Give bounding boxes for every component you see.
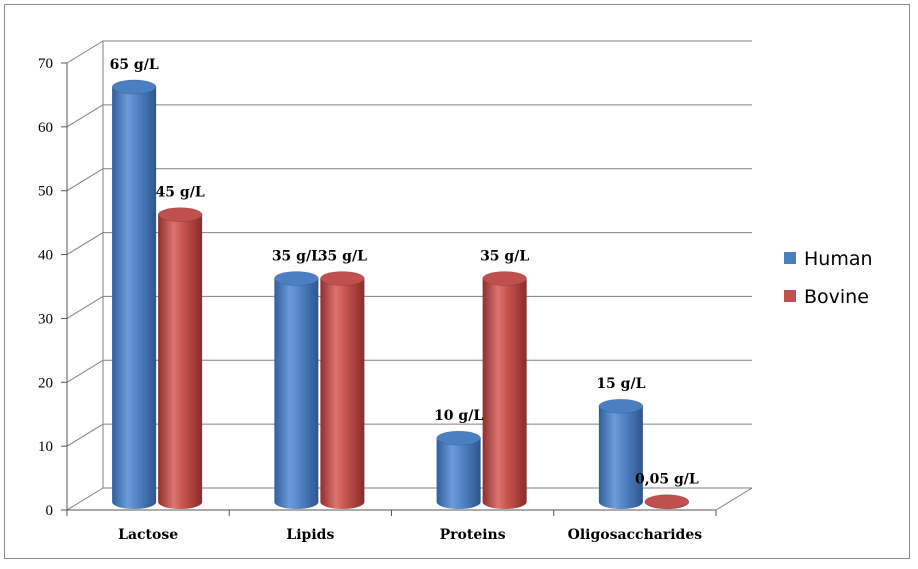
y-tick-label: 20 (38, 375, 53, 391)
bar-bovine (482, 271, 528, 509)
bar-top (436, 430, 482, 446)
data-label: 65 g/L (110, 57, 159, 73)
y-tick-label: 0 (46, 503, 54, 519)
bar-human (598, 398, 644, 509)
y-tick-label: 10 (38, 439, 53, 455)
bar-top (273, 271, 319, 286)
bar-body (320, 278, 365, 509)
category-label: Oligosaccharides (568, 527, 703, 543)
data-label: 10 g/L (434, 408, 483, 424)
bar-bovine (319, 271, 365, 509)
bar-body (112, 86, 157, 509)
y-tick-label: 50 (38, 184, 53, 200)
y-tick-label: 70 (38, 56, 53, 72)
gridline-diagonal (66, 40, 104, 64)
data-label: 35 g/L (480, 249, 529, 265)
data-label: 15 g/L (596, 376, 645, 392)
bar-top (482, 271, 528, 286)
bar-body (158, 214, 203, 509)
bar-bovine (644, 494, 690, 510)
bar-bovine (157, 207, 203, 509)
gridline-diagonal (66, 423, 104, 447)
legend: Human Bovine (784, 248, 873, 308)
axes: 0 10 20 30 40 50 60 70 Lactose Lipids Proteins Olig… (38, 56, 717, 543)
category-label: Proteins (440, 527, 506, 543)
gridline-diagonal (66, 359, 104, 383)
category-label: Lactose (118, 527, 178, 543)
data-label: 45 g/L (156, 185, 205, 201)
bar-body (482, 278, 527, 509)
bar-human (436, 430, 482, 509)
y-tick-label: 30 (38, 311, 53, 327)
bar-human (273, 271, 319, 509)
legend-label-bovine: Bovine (804, 286, 869, 308)
bars (111, 79, 690, 510)
data-labels: 65 g/L45 g/L35 g/L35 g/L10 g/L35 g/L15 g… (110, 57, 699, 488)
category-label: Lipids (286, 527, 334, 543)
bar-top (319, 271, 365, 286)
data-label: 0,05 g/L (635, 472, 699, 488)
legend-label-human: Human (804, 248, 873, 270)
data-label: 35 g/L (318, 249, 367, 265)
gridline-diagonal (66, 296, 104, 319)
bar-top (644, 494, 690, 510)
grid (66, 40, 753, 511)
gridline-diagonal (66, 487, 104, 511)
gridline-diagonal (66, 232, 104, 255)
bar-human (111, 79, 157, 509)
bar-top (111, 79, 157, 95)
bar-body (436, 438, 481, 509)
y-tick-label: 60 (38, 120, 53, 136)
bar-body (598, 406, 643, 509)
bar-body (274, 278, 319, 509)
bar-top (598, 398, 644, 414)
floor-edge (715, 487, 753, 511)
y-tick-label: 40 (38, 248, 53, 264)
legend-swatch-human (784, 252, 796, 264)
bar-top (157, 207, 203, 223)
gridline-diagonal (66, 168, 104, 192)
gridline-diagonal (66, 104, 104, 128)
data-label: 35 g/L (272, 249, 321, 265)
legend-swatch-bovine (784, 290, 796, 302)
